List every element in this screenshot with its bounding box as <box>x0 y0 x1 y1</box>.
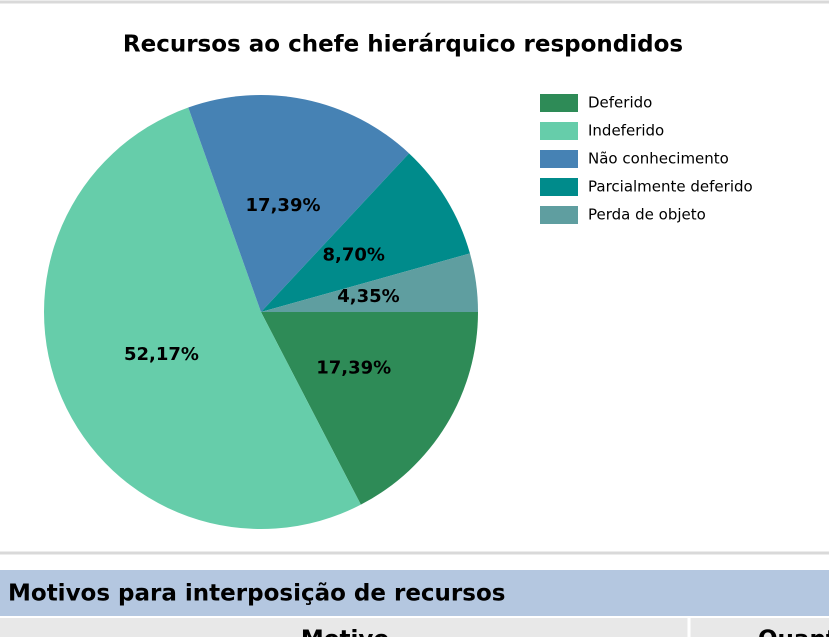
pie: 17,39% 52,17% 17,39% 8,70% 4,35% <box>44 95 478 529</box>
table-title: Motivos para interposição de recursos <box>8 581 505 607</box>
pie-slice <box>44 107 361 529</box>
legend-swatch <box>540 178 578 196</box>
legend-label: Deferido <box>588 94 652 112</box>
legend-swatch <box>540 122 578 140</box>
legend-swatch <box>540 206 578 224</box>
legend-label: Parcialmente deferido <box>588 178 753 196</box>
column-header: Motivo <box>301 627 389 637</box>
chart-title: Recursos ao chefe hierárquico respondido… <box>123 32 683 58</box>
legend-swatch <box>540 150 578 168</box>
table-title-band <box>0 570 829 616</box>
header-row <box>0 618 829 637</box>
slice-label: 4,35% <box>337 286 399 307</box>
legend-label: Não conhecimento <box>588 150 729 168</box>
slice-label: 17,39% <box>246 195 321 216</box>
pie-slice <box>261 312 478 505</box>
legend-swatch <box>540 94 578 112</box>
pie-slice <box>261 153 470 312</box>
legend-label: Indeferido <box>588 122 664 140</box>
pie-slice <box>261 253 478 312</box>
column-header: Quantidade <box>758 627 829 637</box>
legend-label: Perda de objeto <box>588 206 706 224</box>
slice-label: 52,17% <box>124 344 199 365</box>
slice-label: 17,39% <box>316 357 391 378</box>
slice-label: 8,70% <box>322 245 384 266</box>
pie-slice <box>188 95 410 312</box>
table-header: Motivo Quantidade <box>0 618 829 637</box>
legend: Deferido Indeferido Não conhecimento Parcia… <box>540 94 753 224</box>
